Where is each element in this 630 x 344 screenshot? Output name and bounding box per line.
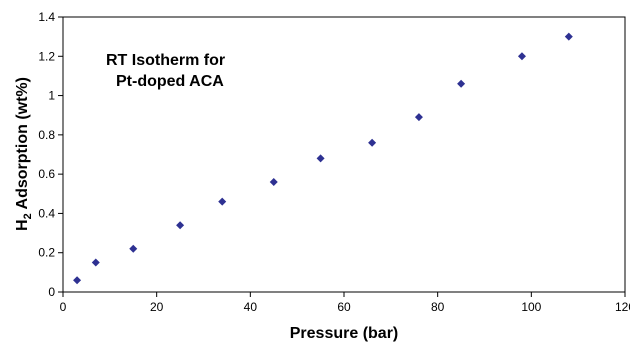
y-tick-label: 0 xyxy=(48,285,55,299)
data-point xyxy=(129,244,138,253)
data-point xyxy=(517,52,526,61)
y-tick-label: 0.8 xyxy=(38,128,55,142)
x-tick-label: 120 xyxy=(615,300,630,314)
x-tick-label: 20 xyxy=(150,300,164,314)
x-tick-label: 80 xyxy=(431,300,445,314)
y-axis-ticks: 0 0.2 0.4 0.6 0.8 1 1.2 1.4 xyxy=(38,10,63,299)
y-tick-label: 1.4 xyxy=(38,10,55,24)
x-tick-label: 100 xyxy=(521,300,541,314)
y-tick-label: 1.2 xyxy=(38,49,55,63)
data-point xyxy=(564,32,573,41)
data-point xyxy=(414,113,423,122)
data-point xyxy=(91,258,100,267)
y-tick-label: 0.6 xyxy=(38,167,55,181)
data-point xyxy=(269,178,278,186)
data-point xyxy=(368,138,377,147)
data-point xyxy=(316,154,325,163)
chart-title-line-2: Pt-doped ACA xyxy=(116,73,224,90)
x-tick-label: 60 xyxy=(337,300,351,314)
data-point xyxy=(176,221,185,230)
y-axis-title-post: Adsorption (wt%) xyxy=(14,77,31,213)
x-axis-title: Pressure (bar) xyxy=(290,325,399,342)
plot-area xyxy=(62,16,626,293)
y-axis-title: H2 Adsorption (wt%) xyxy=(14,77,34,231)
y-tick-label: 0.4 xyxy=(38,206,55,220)
y-tick-label: 0.2 xyxy=(38,246,55,260)
data-point xyxy=(218,197,227,206)
x-axis-ticks: 0 20 40 60 80 100 120 xyxy=(60,292,630,314)
y-tick-label: 1 xyxy=(48,89,55,103)
x-tick-label: 0 xyxy=(60,300,67,314)
y-axis-title-pre: H xyxy=(14,219,31,231)
data-points xyxy=(73,32,573,285)
y-axis-title-sub: 2 xyxy=(22,213,34,219)
x-tick-label: 40 xyxy=(244,300,258,314)
chart-title-line-1: RT Isotherm for xyxy=(106,52,225,69)
data-point xyxy=(73,276,82,285)
data-point xyxy=(457,79,466,88)
